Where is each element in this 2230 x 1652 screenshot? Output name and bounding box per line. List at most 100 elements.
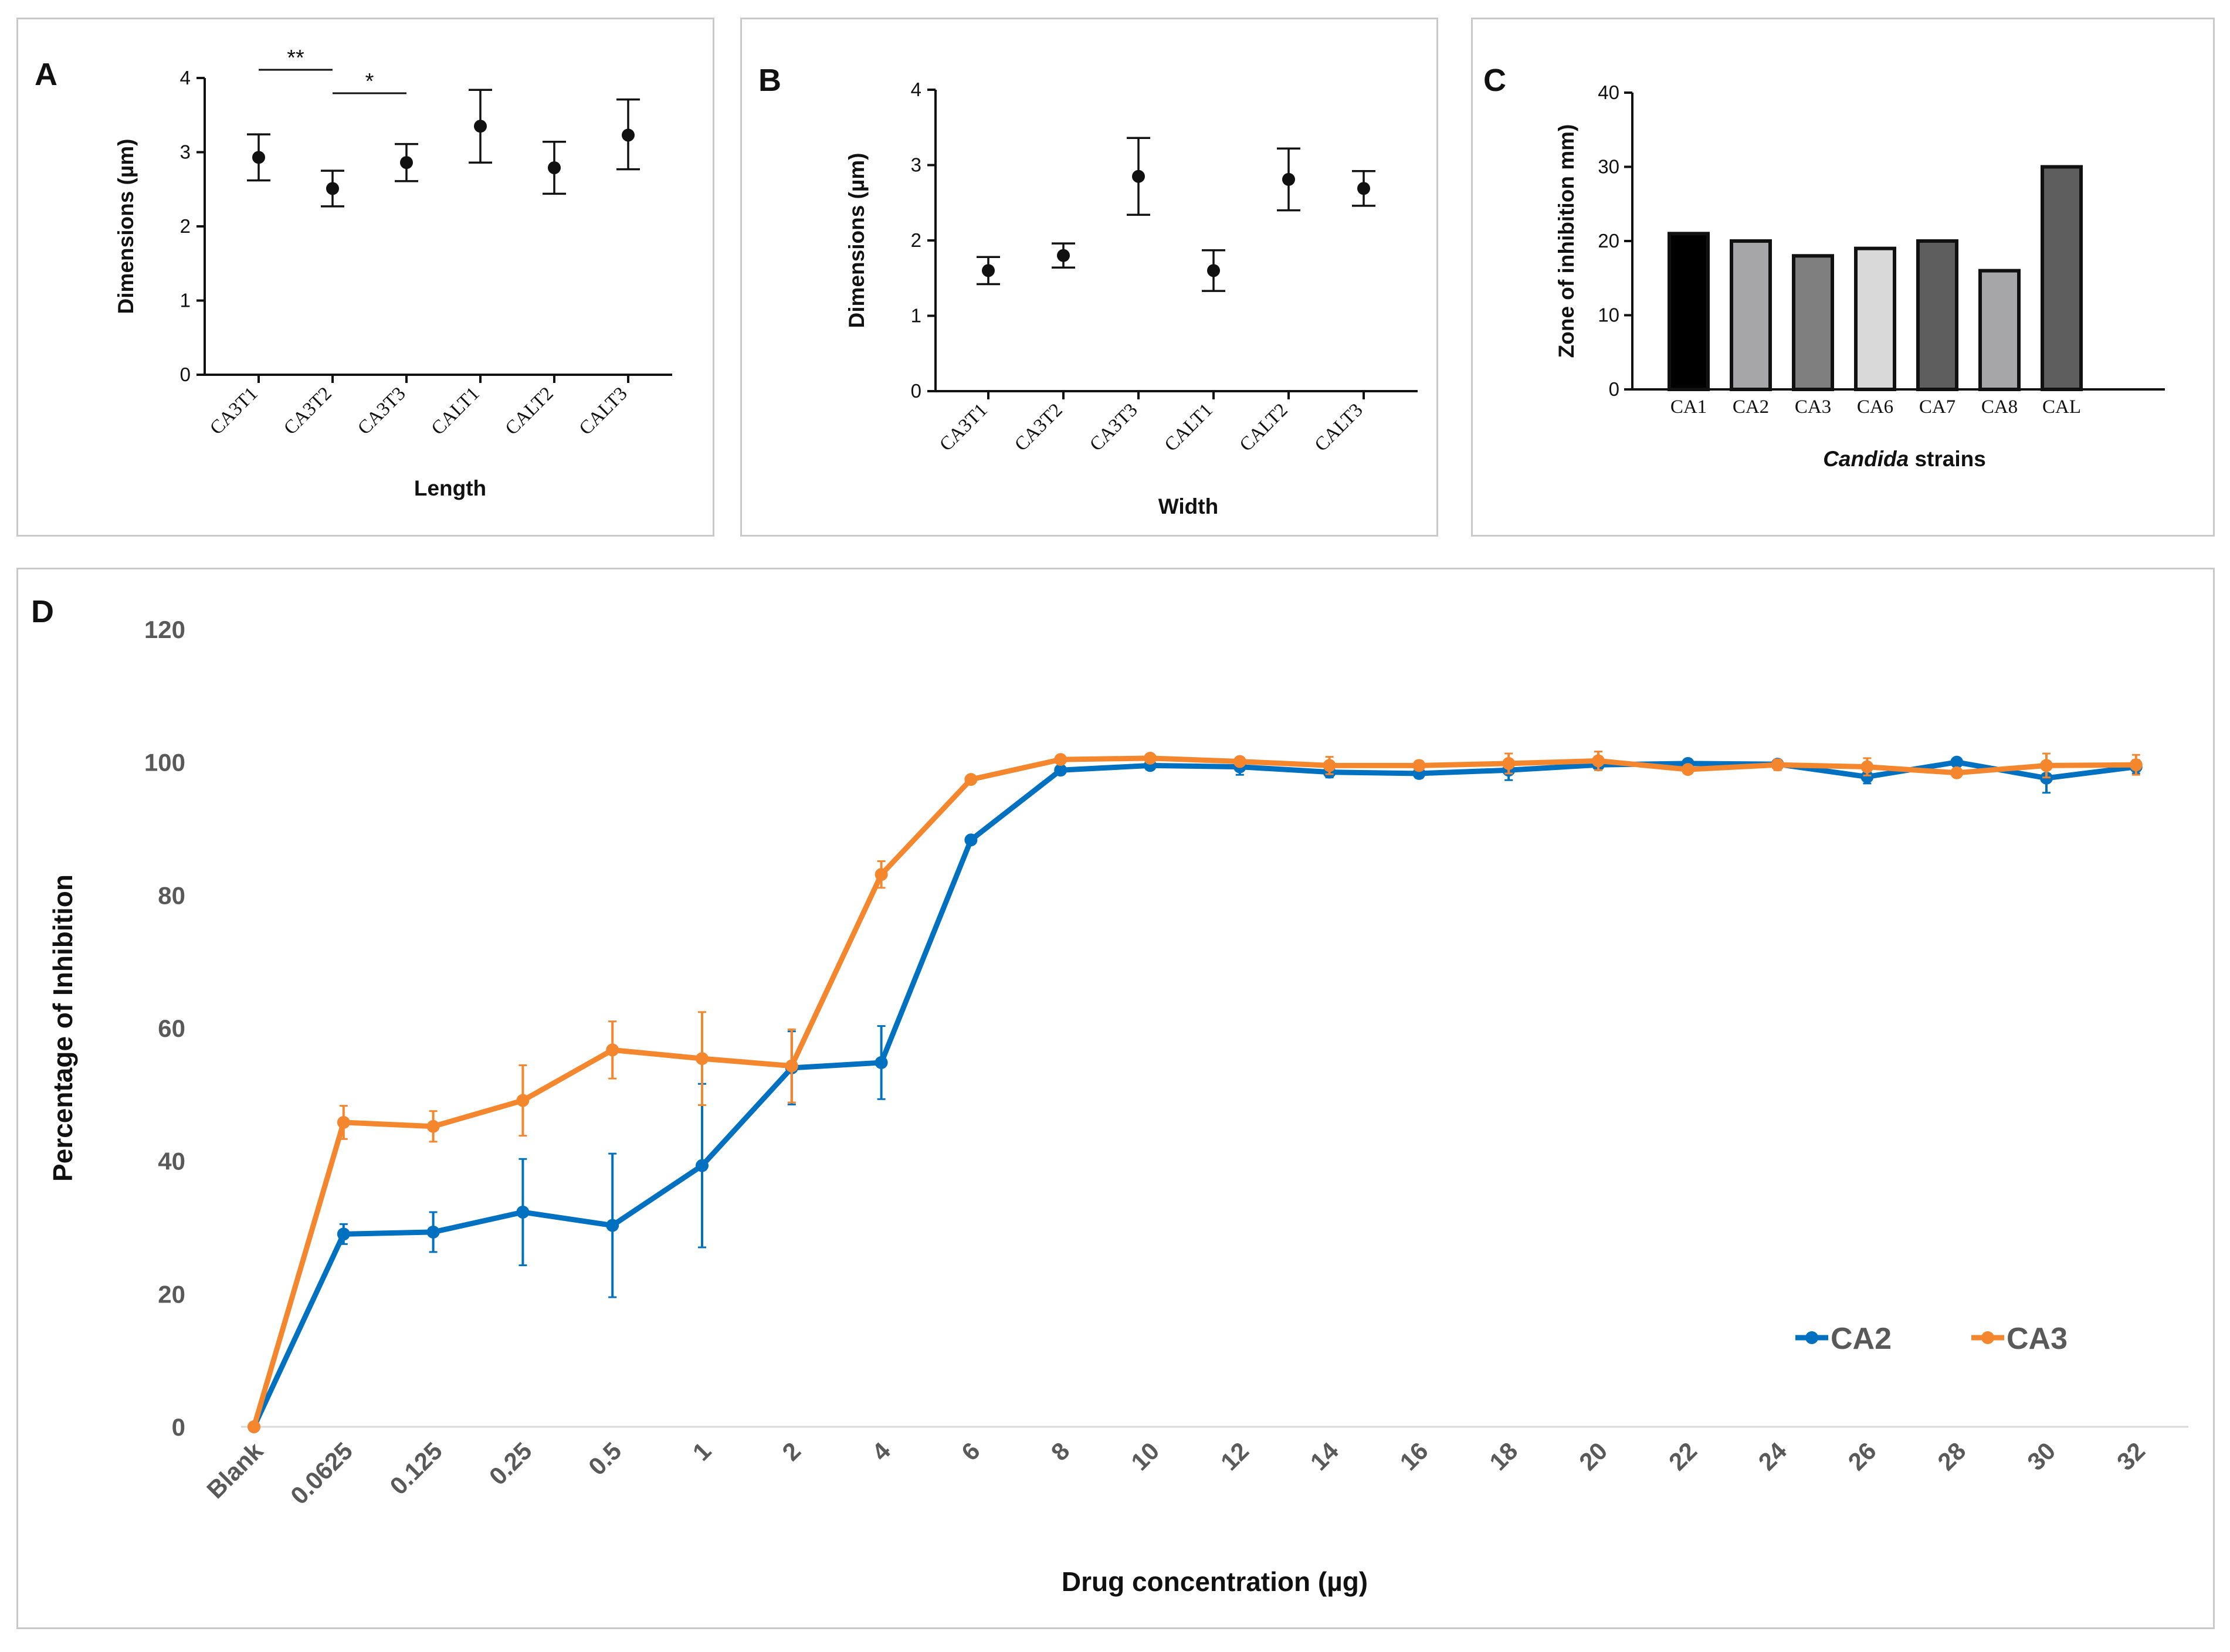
panel-d: D 0 20 40 60 80 100 120 Blank 0.0625 0.125 0.25 0.5…	[16, 568, 2215, 1629]
width-dot-plot: B 0 1 2 3 4 CA3T1 CA3T2 CA3T3 CALT1 CALT2 CALT3 Wid…	[758, 63, 1418, 518]
data-point-ca3	[875, 868, 888, 881]
legend-label-ca3: CA3	[2007, 1322, 2068, 1356]
data-point-ca2	[426, 1225, 440, 1239]
x-axis-title: Drug concentration (µg)	[1062, 1566, 1368, 1597]
y-tick-label: 10	[1598, 304, 1619, 326]
data-point-ca2	[1860, 770, 1874, 783]
series-line-ca3	[251, 755, 2136, 1428]
data-point-ca2	[964, 833, 978, 847]
data-point-ca2	[875, 1056, 888, 1069]
data-point-ca3	[696, 1052, 709, 1066]
x-tick-label: 2	[777, 1437, 806, 1466]
x-tick-label: 16	[1394, 1437, 1433, 1475]
data-point-ca2	[696, 1159, 709, 1172]
data-point-ca2	[1950, 755, 1964, 769]
x-tick-label: CALT3	[1311, 399, 1367, 456]
data-point-ca3	[1950, 766, 1964, 779]
data-point-ca3	[248, 1420, 260, 1433]
zone-of-inhibition-bar-chart: C 0 10 20 30 40 CA1 CA2 CA3 CA6 CA7 CA8 CAL Candida …	[1483, 63, 2165, 471]
bar	[1668, 232, 1710, 391]
data-point-ca2	[1054, 764, 1067, 777]
y-tick-label: 0	[180, 364, 191, 385]
y-axis-title: Percentage of Inhibition	[48, 874, 78, 1182]
y-tick-label: 120	[144, 616, 185, 643]
x-tick-label: CALT2	[501, 383, 558, 439]
x-tick-label: CA3T2	[280, 383, 335, 439]
x-tick-label: 26	[1842, 1437, 1881, 1475]
x-tick-label: 0.5	[583, 1437, 627, 1481]
legend-marker-ca3	[1981, 1331, 1994, 1344]
x-tick-label: 10	[1126, 1437, 1164, 1475]
y-tick-label: 2	[911, 229, 921, 251]
bar	[1916, 239, 1958, 391]
length-dot-plot: A 0 1 2 3 4 CA3T1 CA3T2 CA3T3 CALT1 CALT2 CALT3 Len…	[35, 46, 672, 500]
panel-a-label: A	[35, 57, 57, 92]
x-tick-label: 22	[1663, 1437, 1702, 1475]
x-tick-label: 18	[1484, 1437, 1523, 1475]
legend-label-ca2: CA2	[1831, 1322, 1892, 1356]
data-point-ca3	[2040, 759, 2053, 772]
panel-a: A 0 1 2 3 4 CA3T1 CA3T2 CA3T3 CALT1 CALT2 CALT3 Len…	[16, 18, 714, 537]
data-point-ca3	[1412, 759, 1426, 772]
y-tick-label: 40	[158, 1148, 185, 1175]
y-tick-label: 4	[911, 79, 921, 100]
bar	[2041, 165, 2083, 391]
x-tick-label: CA3T1	[936, 399, 991, 455]
data-point-ca3	[426, 1120, 440, 1133]
x-tick-label: 0.125	[384, 1437, 448, 1500]
data-point	[326, 182, 339, 195]
data-point	[1057, 249, 1070, 262]
x-tick-label: Blank	[201, 1437, 269, 1504]
x-tick-label: 28	[1932, 1437, 1971, 1475]
x-tick-label: 0.0625	[285, 1437, 358, 1509]
data-point-ca3	[516, 1094, 530, 1107]
panel-b: B 0 1 2 3 4 CA3T1 CA3T2 CA3T3 CALT1 CALT2 CALT3 Wid…	[740, 18, 1438, 537]
y-tick-label: 30	[1598, 156, 1619, 178]
data-point-ca3	[1681, 763, 1694, 776]
bar	[1978, 269, 2021, 391]
y-tick-label: 100	[144, 749, 185, 776]
x-tick-label: CA6	[1857, 396, 1893, 418]
data-point-ca3	[1502, 757, 1516, 770]
data-point-ca3	[1144, 751, 1157, 765]
x-tick-label: CALT1	[1161, 399, 1217, 456]
x-tick-label: 30	[2022, 1437, 2060, 1475]
x-tick-label: 24	[1753, 1437, 1792, 1476]
series-line-ca2	[251, 759, 2137, 1428]
bar	[1854, 246, 1896, 391]
data-point	[1357, 182, 1370, 195]
x-tick-label: CA8	[1981, 396, 2018, 418]
data-point-ca2	[337, 1227, 350, 1241]
data-point	[1207, 264, 1220, 277]
bar	[1792, 254, 1834, 391]
x-tick-label: 4	[866, 1437, 896, 1466]
panel-d-label: D	[31, 594, 54, 629]
panel-c-label: C	[1483, 63, 1506, 98]
panel-b-label: B	[758, 63, 781, 98]
data-point-ca3	[1233, 755, 1246, 768]
data-point	[474, 120, 487, 133]
data-point	[982, 264, 995, 277]
data-point-ca3	[785, 1059, 798, 1073]
data-point	[1132, 169, 1145, 183]
x-tick-label: CA7	[1919, 396, 1956, 418]
x-tick-label: 14	[1305, 1437, 1344, 1476]
data-point	[1282, 172, 1295, 186]
y-tick-label: 0	[911, 380, 921, 402]
data-point-ca3	[2129, 758, 2143, 772]
y-tick-label: 20	[1598, 230, 1619, 252]
data-point	[548, 161, 561, 175]
legend-marker-ca2	[1805, 1331, 1818, 1344]
y-tick-label: 1	[180, 290, 191, 311]
data-point-ca2	[516, 1205, 530, 1219]
x-tick-label: CA3T3	[1086, 399, 1141, 455]
y-tick-label: 60	[158, 1015, 185, 1042]
bar	[1730, 239, 1772, 391]
data-point-ca2	[606, 1219, 619, 1232]
y-tick-label: 4	[180, 67, 191, 89]
y-tick-label: 1	[911, 305, 921, 327]
y-tick-label: 3	[180, 141, 191, 163]
data-point	[622, 128, 635, 142]
data-point	[252, 151, 265, 164]
x-axis-title-rest: strains	[1909, 447, 1986, 471]
